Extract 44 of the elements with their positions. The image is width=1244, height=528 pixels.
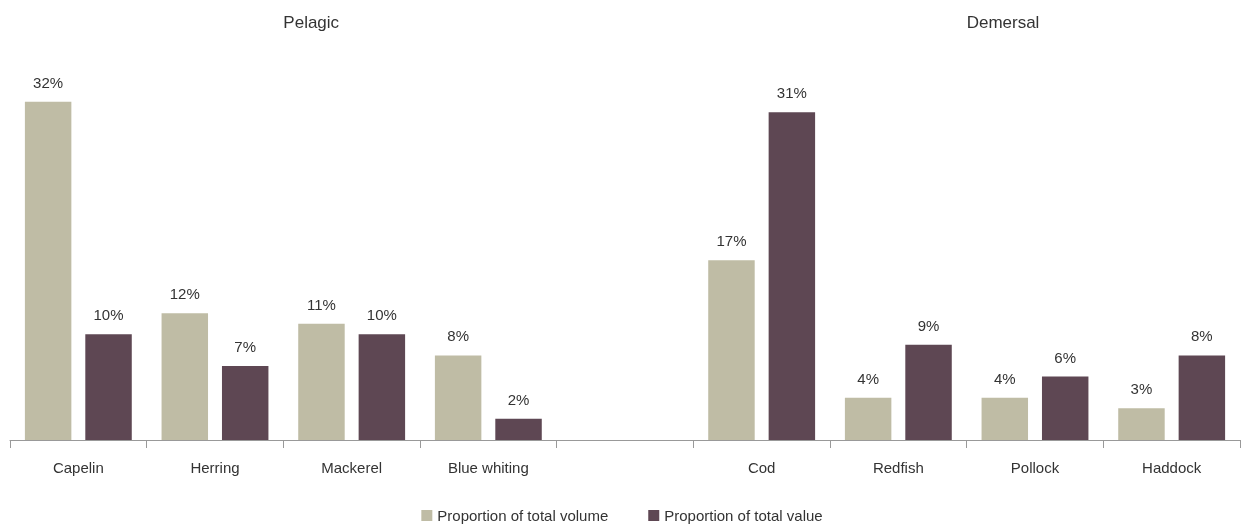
bar	[1178, 355, 1226, 440]
text: Pelagic	[283, 13, 340, 32]
data-label: 6%	[1054, 348, 1077, 366]
data-label: 9%	[917, 316, 940, 334]
data-label: 2%	[507, 390, 530, 408]
bar	[1118, 408, 1165, 440]
legend-label: Proportion of total volume	[437, 507, 609, 524]
data-label: 11%	[307, 295, 336, 313]
bar	[24, 101, 72, 440]
x-tick-label: Cod	[747, 459, 776, 476]
bar	[434, 355, 482, 440]
data-label: 17%	[716, 232, 747, 250]
x-tick-label: Haddock	[1142, 459, 1202, 476]
bar	[161, 313, 209, 440]
bar	[844, 397, 892, 440]
legend-label: Proportion of total value	[664, 507, 823, 524]
data-label: 4%	[857, 369, 879, 387]
bar	[495, 418, 542, 440]
data-label: 31%	[776, 84, 807, 102]
data-label: 8%	[1191, 327, 1213, 345]
bar	[708, 260, 755, 440]
text: Demersal	[966, 13, 1040, 32]
bar	[298, 323, 345, 440]
bar	[981, 397, 1029, 440]
x-tick-label: Blue whiting	[447, 459, 529, 476]
x-tick-label: Mackerel	[321, 459, 383, 476]
bar	[1041, 376, 1089, 440]
data-label: 4%	[993, 369, 1016, 387]
x-tick-label: Herring	[190, 459, 240, 476]
x-tick-label: Pollock	[1010, 459, 1060, 476]
data-label: 10%	[366, 306, 397, 324]
bar	[905, 344, 952, 440]
data-label: 8%	[447, 327, 469, 345]
bar	[221, 366, 269, 440]
x-tick-label: Redfish	[872, 459, 924, 476]
data-label: 12%	[169, 285, 200, 303]
data-label: 3%	[1130, 380, 1153, 398]
x-tick-label: Capelin	[52, 459, 104, 476]
data-label: 10%	[93, 306, 124, 324]
data-label: 7%	[234, 338, 257, 355]
data-label: 32%	[33, 73, 64, 91]
bar	[85, 334, 132, 440]
bar	[358, 334, 406, 440]
bar	[768, 112, 816, 440]
